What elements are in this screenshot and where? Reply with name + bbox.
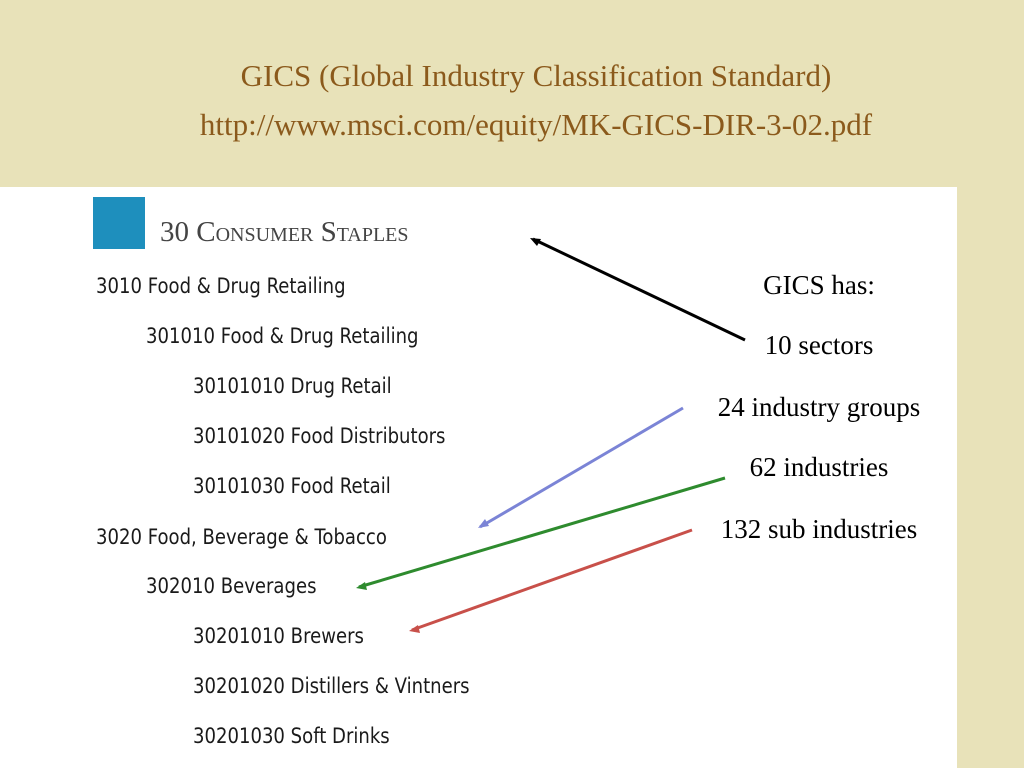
stat-industry-groups: 24 industry groups (717, 392, 921, 422)
code: 301010 (146, 324, 215, 348)
industry-row: 301010 Food & Drug Retailing (146, 323, 419, 349)
stats-heading: GICS has: (763, 270, 875, 300)
name: Drug Retail (290, 374, 392, 398)
stat-industries: 62 industries (749, 452, 889, 482)
code: 30101020 (193, 424, 285, 448)
arrowhead-industries (356, 582, 367, 590)
name: Food Retail (290, 474, 391, 498)
code: 30201030 (193, 724, 285, 748)
code: 30101010 (193, 374, 285, 398)
arrow-sectors (532, 237, 746, 342)
arrow-sub-industries (411, 528, 693, 632)
code: 30201010 (193, 624, 285, 648)
arrow-industries (358, 476, 726, 589)
sub-industry-row: 30101030 Food Retail (193, 473, 391, 499)
sector-heading: 30 Consumer Staples (160, 216, 409, 248)
name: Beverages (220, 574, 317, 598)
slide-title: GICS (Global Industry Classification Sta… (240, 58, 832, 93)
stat-sectors: 10 sectors (764, 330, 874, 360)
arrowhead-sectors (530, 238, 541, 246)
arrowhead-industry-groups (478, 519, 489, 528)
industry-row: 302010 Beverages (146, 573, 316, 599)
sub-industry-row: 30201030 Soft Drinks (193, 723, 390, 749)
name: Food & Drug Retailing (147, 274, 346, 298)
industry-group-row: 3020 Food, Beverage & Tobacco (96, 524, 387, 550)
name: Soft Drinks (290, 724, 390, 748)
name: Brewers (290, 624, 364, 648)
name: Food, Beverage & Tobacco (147, 525, 387, 549)
arrow-industry-groups (479, 406, 684, 529)
name: Distillers & Vintners (290, 674, 470, 698)
name: Food Distributors (290, 424, 446, 448)
source-url: http://www.msci.com/equity/MK-GICS-DIR-3… (199, 107, 873, 142)
sub-industry-row: 30201020 Distillers & Vintners (193, 673, 470, 699)
code: 3020 (96, 525, 142, 549)
name: Food & Drug Retailing (220, 324, 419, 348)
sub-industry-row: 30101020 Food Distributors (193, 423, 445, 449)
code: 30101030 (193, 474, 285, 498)
stat-sub-industries: 132 sub industries (720, 514, 918, 544)
sub-industry-row: 30201010 Brewers (193, 623, 364, 649)
code: 30201020 (193, 674, 285, 698)
arrowhead-sub-industries (409, 625, 420, 633)
code: 302010 (146, 574, 215, 598)
gics-excerpt-panel (0, 187, 957, 768)
industry-group-row: 3010 Food & Drug Retailing (96, 273, 346, 299)
sub-industry-row: 30101010 Drug Retail (193, 373, 392, 399)
code: 3010 (96, 274, 142, 298)
sector-color-square (93, 197, 145, 249)
